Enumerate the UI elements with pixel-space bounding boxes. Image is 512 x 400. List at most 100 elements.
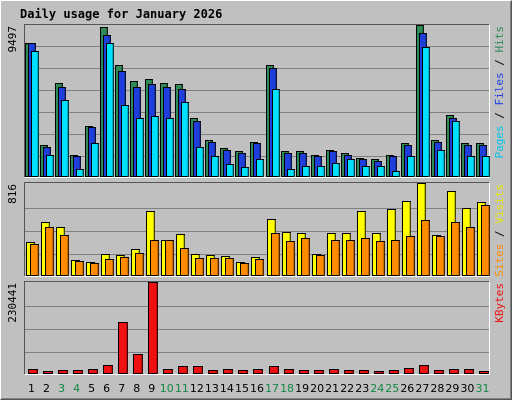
- bar-kbytes: [58, 370, 68, 374]
- bar-kbytes: [208, 370, 218, 374]
- bar-pages: [151, 116, 159, 177]
- legend-item: /: [493, 53, 506, 73]
- bar-pages: [121, 105, 129, 177]
- bar-sites: [165, 240, 174, 276]
- bar-pages: [46, 155, 54, 177]
- bar-sites: [421, 220, 430, 276]
- bar-pages: [31, 51, 39, 177]
- bar-pages: [196, 147, 204, 177]
- bar-pages: [467, 156, 475, 177]
- x-tick-label: 27: [415, 382, 429, 395]
- bar-kbytes: [389, 370, 399, 374]
- series-pages: [31, 43, 490, 177]
- plot-bevel-dark: [24, 182, 490, 277]
- bar-pages: [181, 102, 189, 177]
- x-tick-label: 17: [265, 382, 279, 395]
- bar-pages: [482, 156, 490, 177]
- x-tick-label: 7: [118, 382, 125, 395]
- legend-item: /: [493, 106, 506, 126]
- series-sites: [30, 205, 490, 276]
- x-tick-label: 24: [370, 382, 384, 395]
- bar-kbytes: [193, 366, 203, 374]
- bar-kbytes: [178, 366, 188, 374]
- legend-item: Pages: [493, 125, 506, 158]
- bar-sites: [451, 222, 460, 276]
- x-tick-label: 13: [205, 382, 219, 395]
- bar-pages: [437, 150, 445, 177]
- bar-kbytes: [28, 369, 38, 374]
- bar-kbytes: [118, 322, 128, 374]
- bar-pages: [302, 166, 310, 177]
- bar-sites: [271, 233, 280, 276]
- bar-pages: [91, 143, 99, 177]
- bar-pages: [211, 156, 219, 177]
- bar-kbytes: [88, 369, 98, 374]
- bar-kbytes: [238, 370, 248, 374]
- legend-top: Pages / Files / Hits: [493, 26, 506, 159]
- bar-sites: [225, 258, 234, 276]
- x-tick-label: 9: [148, 382, 155, 395]
- bar-sites: [195, 258, 204, 276]
- y-max-label-mid: 816: [6, 184, 19, 204]
- x-tick-label: 21: [325, 382, 339, 395]
- bar-sites: [180, 248, 189, 276]
- panel-bot: 230441 KBytes: [6, 281, 506, 375]
- bar-sites: [331, 240, 340, 276]
- series-kbytes: [28, 282, 489, 374]
- legend-item: Visits: [493, 184, 506, 224]
- x-tick-label: 2: [43, 382, 50, 395]
- bar-sites: [90, 263, 99, 276]
- bar-pages: [332, 163, 340, 177]
- bar-kbytes: [314, 370, 324, 374]
- bar-sites: [436, 236, 445, 276]
- bar-pages: [166, 118, 174, 177]
- x-tick-label: 6: [103, 382, 110, 395]
- bar-sites: [135, 253, 144, 276]
- chart-title: Daily usage for January 2026: [20, 7, 222, 21]
- x-tick-label: 29: [445, 382, 459, 395]
- bar-sites: [466, 227, 475, 276]
- bar-sites: [255, 259, 264, 276]
- panel-mid: 816 Sites / Visits: [6, 182, 506, 277]
- x-tick-label: 25: [385, 382, 399, 395]
- x-tick-label: 4: [73, 382, 80, 395]
- bar-pages: [106, 43, 114, 177]
- plot-bevel-light: [24, 24, 490, 178]
- x-tick-label: 19: [295, 382, 309, 395]
- x-tick-label: 28: [430, 382, 444, 395]
- bar-pages: [347, 159, 355, 177]
- bar-kbytes: [479, 371, 489, 374]
- x-tick-label: 10: [160, 382, 174, 395]
- bar-pages: [422, 47, 430, 177]
- bar-sites: [481, 205, 490, 276]
- bar-sites: [346, 240, 355, 276]
- bar-kbytes: [284, 369, 294, 374]
- bar-kbytes: [434, 370, 444, 374]
- bar-sites: [361, 238, 370, 276]
- bar-kbytes: [404, 368, 414, 374]
- bar-sites: [45, 227, 54, 276]
- bar-pages: [226, 164, 234, 177]
- bar-kbytes: [344, 370, 354, 374]
- x-tick-label: 23: [355, 382, 369, 395]
- bar-pages: [377, 166, 385, 177]
- x-tick-label: 1: [28, 382, 35, 395]
- bar-kbytes: [163, 369, 173, 374]
- chart-panels: 9497 Pages / Files / Hits 816 Sites / Visit…: [6, 24, 506, 375]
- bar-pages: [317, 166, 325, 177]
- bar-pages: [61, 100, 69, 177]
- bar-sites: [75, 261, 84, 276]
- x-tick-label: 26: [400, 382, 414, 395]
- bar-sites: [240, 263, 249, 276]
- x-tick-label: 30: [460, 382, 474, 395]
- plot-area-bot: [24, 281, 490, 375]
- bar-sites: [105, 259, 114, 276]
- legend-item: Hits: [493, 26, 506, 53]
- bar-pages: [272, 89, 280, 177]
- bar-kbytes: [223, 369, 233, 374]
- bar-kbytes: [449, 369, 459, 374]
- bar-kbytes: [464, 369, 474, 374]
